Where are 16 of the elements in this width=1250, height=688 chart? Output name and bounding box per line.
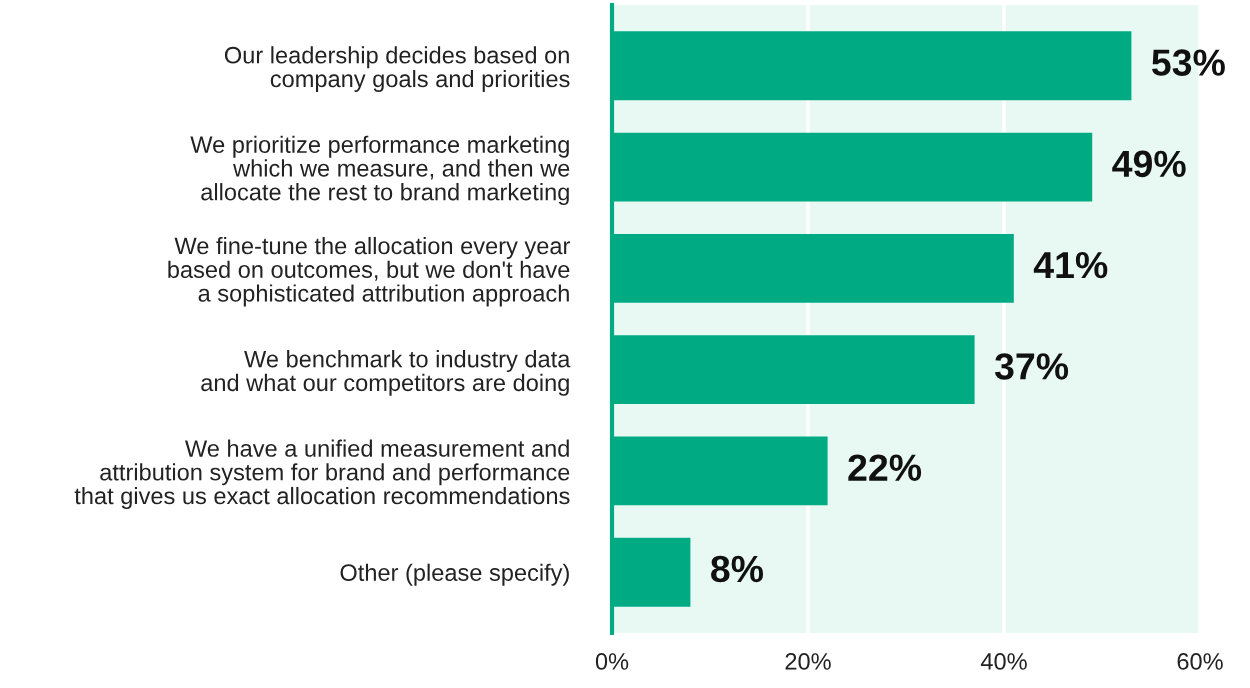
x-tick-label: 40% bbox=[980, 653, 1027, 670]
data-label: 8% bbox=[711, 555, 764, 583]
y-tick-label: We fine-tune the allocation every year based on outcomes, but we don't have a sophisticated attribution approach bbox=[168, 236, 570, 307]
y-tick-label: We prioritize performance marketing which we measure, and then we allocate the rest to brand marketing bbox=[190, 135, 570, 206]
x-tick-label: 20% bbox=[785, 653, 831, 670]
data-label: 49% bbox=[1112, 150, 1186, 178]
data-label: 37% bbox=[994, 353, 1069, 380]
data-label: 53% bbox=[1152, 49, 1225, 76]
y-tick-label: Other (please specify) bbox=[340, 563, 569, 586]
y-tick-label: We have a unified measurement and attribution system for brand and performance that gives us exact allocation recommendations bbox=[74, 439, 570, 509]
x-tick-label: 60% bbox=[1177, 653, 1223, 670]
y-tick-label: We benchmark to industry data and what our competitors are doing bbox=[201, 350, 571, 396]
data-label: 22% bbox=[848, 454, 922, 481]
data-label: 41% bbox=[1033, 251, 1108, 279]
x-tick-label: 0% bbox=[595, 653, 629, 670]
y-tick-label: Our leadership decides based on company goals and priorities bbox=[224, 46, 570, 92]
